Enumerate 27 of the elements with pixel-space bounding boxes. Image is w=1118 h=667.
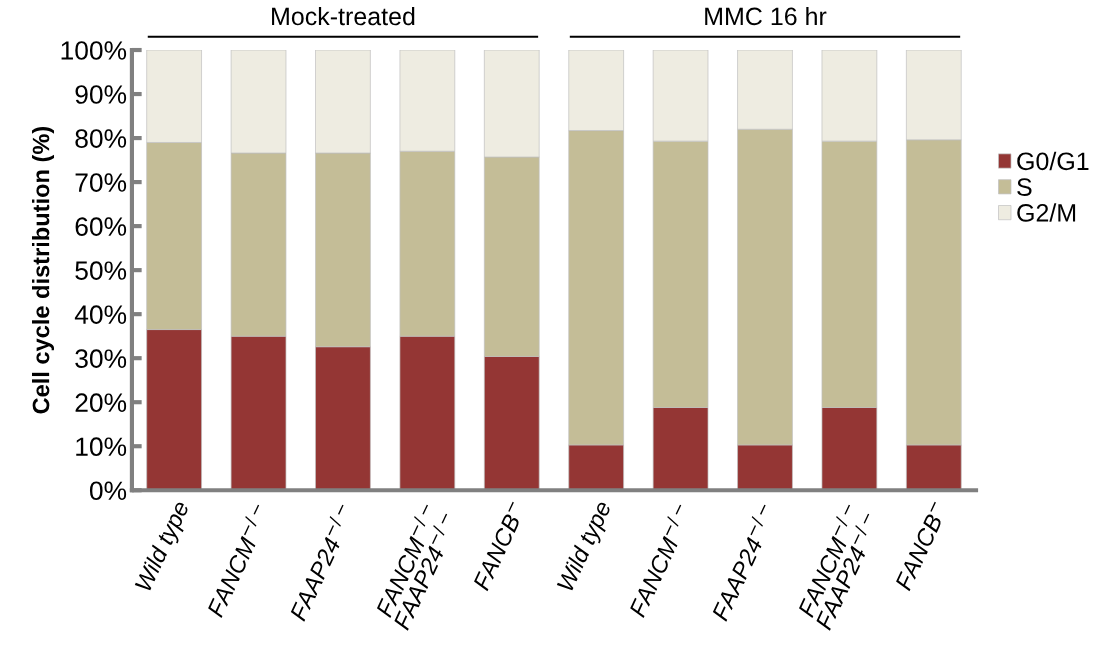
legend-label: G2/M	[1017, 203, 1076, 222]
y-tick-label: 90%	[75, 85, 127, 104]
x-tick-label: Wild type	[134, 499, 194, 594]
y-tick-label: 40%	[74, 305, 127, 324]
y-tick-label: 30%	[75, 349, 127, 368]
x-tick-label: FANCM$^{−/−}$	[624, 502, 694, 619]
legend-label: G0/G1	[1017, 151, 1089, 171]
x-tick-label: FANCB$^{−}$	[894, 501, 949, 592]
legend-label: S	[1017, 178, 1032, 196]
y-tick-label: 0%	[89, 481, 127, 501]
x-tick-label: FANCM$^{−/−}$ FAAP24$^{−/−}$	[793, 502, 882, 631]
x-tick-label: FANCB$^{−}$	[472, 501, 527, 592]
y-tick-label: 50%	[75, 261, 127, 280]
y-tick-label: 70%	[75, 173, 127, 192]
y-tick-label: 10%	[76, 437, 127, 457]
y-tick-label: 20%	[75, 393, 127, 413]
x-tick-label: FANCM$^{−/−}$ FAAP24$^{−/−}$	[371, 502, 460, 631]
x-tick-label: FAAP24$^{−/−}$	[707, 502, 778, 622]
y-tick-label: 100%	[61, 41, 127, 60]
x-tick-label: FAAP24$^{−/−}$	[285, 502, 356, 622]
y-tick-label: 80%	[75, 129, 127, 148]
x-tick-label: FANCM$^{−/−}$	[202, 502, 272, 619]
x-tick-label: Wild type	[556, 499, 616, 594]
y-axis-title: Cell cycle distribution (%)	[32, 126, 55, 414]
text: MMC 16 hr	[705, 6, 827, 26]
text: Mock-treated	[272, 6, 415, 26]
y-tick-label: 60%	[75, 217, 127, 236]
